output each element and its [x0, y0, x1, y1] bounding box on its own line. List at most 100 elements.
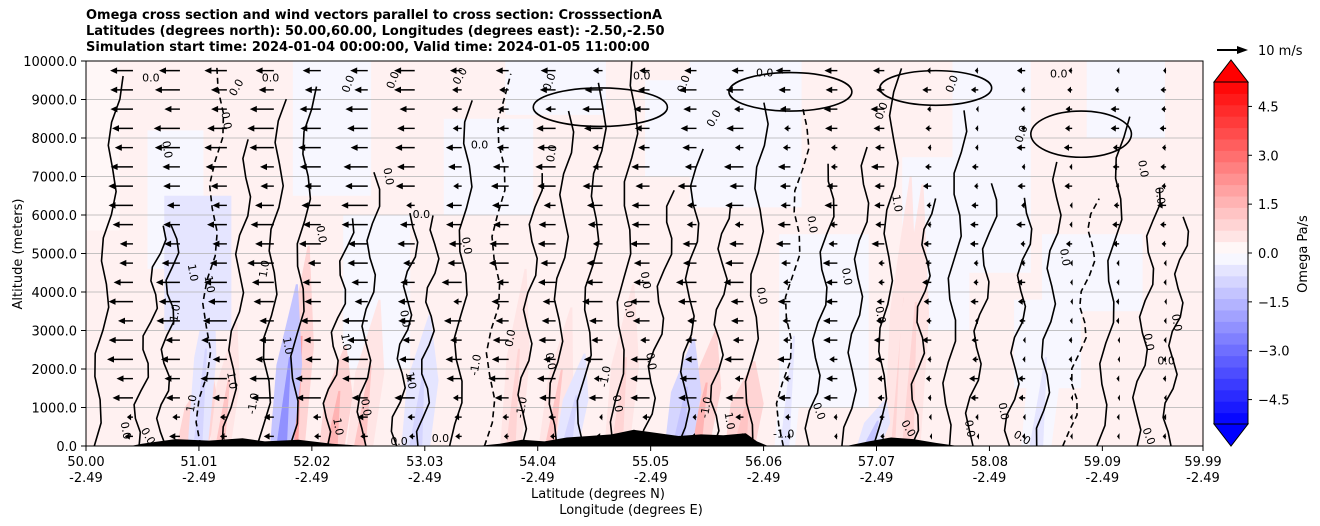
colorbar-segment: [1214, 184, 1248, 197]
wind-vector-head: [80, 433, 84, 439]
wind-vector-head: [539, 394, 547, 402]
x-tick-label-lat: 59.99: [1184, 455, 1221, 470]
contour-label: 0.0: [339, 74, 357, 95]
wind-vector-head: [1018, 298, 1023, 305]
upward-core: [506, 348, 520, 446]
wind-vector-head: [447, 259, 455, 267]
contour-line: [322, 218, 355, 446]
wind-vector-head: [826, 375, 833, 382]
x-tick-label-lon: -2.49: [408, 471, 442, 486]
wind-vector-head: [299, 163, 307, 171]
wind-vector-head: [975, 144, 979, 151]
wind-vector-head: [112, 394, 120, 402]
wind-vector-head: [202, 317, 210, 325]
wind-vector-head: [1161, 240, 1166, 248]
contour-label: 0.0: [1057, 248, 1073, 267]
wind-vector-head: [922, 182, 928, 190]
wind-vector-head: [1022, 413, 1026, 421]
contour-label: -1.0: [167, 303, 184, 326]
wind-vector-head: [341, 356, 349, 363]
wind-vector-head: [1069, 221, 1073, 228]
wind-vector-head: [683, 105, 691, 113]
wind-vector-head: [880, 433, 884, 440]
wind-vector-head: [495, 317, 503, 325]
wind-vector-head: [680, 125, 688, 132]
wind-vector-head: [263, 433, 270, 440]
wind-vector-head: [970, 221, 976, 228]
wind-vector-head: [539, 86, 547, 94]
contour-label: 0.0: [1135, 159, 1151, 178]
wind-vector-head: [249, 144, 257, 151]
colorbar-tick-label: 0.0: [1258, 247, 1279, 262]
wind-vector-head: [495, 67, 503, 74]
wind-vector-head: [973, 259, 978, 267]
contour-label: 0.0: [804, 215, 820, 234]
wind-vector-head: [1160, 221, 1165, 228]
wind-vector-head: [164, 375, 172, 382]
wind-vector-head: [584, 125, 591, 132]
wind-vector-head: [450, 336, 457, 344]
wind-vector-head: [878, 279, 883, 286]
contour-label: 0.0: [262, 71, 280, 84]
wind-vector-head: [258, 86, 266, 94]
wind-vector-head: [784, 375, 789, 382]
wind-vector-head: [395, 182, 403, 190]
contour-label: 0.0: [218, 111, 234, 130]
chart-title-line-1: Omega cross section and wind vectors par…: [86, 8, 663, 23]
contour-label: -1.0: [467, 353, 484, 376]
wind-vector-head: [406, 375, 412, 382]
wind-vector-head: [1162, 433, 1166, 440]
wind-vector-head: [304, 298, 312, 305]
colorbar-segment: [1214, 241, 1248, 254]
downward-band: [270, 284, 303, 446]
quiver-key: 10 m/s: [1217, 44, 1303, 59]
wind-vector-head: [64, 202, 71, 208]
wind-vector-head: [67, 318, 74, 324]
upward-band: [725, 361, 764, 446]
x-axis-label-lat: Latitude (degrees N): [531, 487, 665, 502]
quiver-key-label: 10 m/s: [1258, 44, 1303, 59]
colorbar-label: Omega Pa/s: [1296, 215, 1311, 293]
contour-line: [804, 163, 835, 446]
wind-vector-head: [878, 259, 883, 267]
wind-vector-head: [351, 279, 359, 286]
wind-vector-head: [114, 144, 122, 151]
y-axis-label: Altitude (meters): [11, 199, 26, 310]
downward-band: [401, 315, 439, 446]
wind-vector-head: [538, 336, 546, 344]
wind-vector-head: [172, 413, 178, 421]
x-axis-ticks: 50.00-2.4951.01-2.4952.02-2.4953.03-2.49…: [67, 446, 1222, 486]
wind-vector-head: [60, 87, 67, 93]
wind-vector-head: [397, 163, 405, 171]
wind-vector-head: [1069, 202, 1073, 209]
colorbar-tick-label: 3.0: [1258, 149, 1279, 164]
wind-vector-head: [725, 394, 733, 402]
wind-vector-head: [1163, 259, 1167, 267]
wind-vector-head: [1068, 356, 1072, 363]
wind-vector-head: [251, 394, 259, 402]
contour-label: 1.0: [338, 332, 354, 351]
wind-vector-head: [929, 433, 932, 440]
contour-line: [609, 61, 639, 446]
contour-label: 0.0: [1141, 332, 1157, 351]
wind-vector-head: [735, 413, 741, 421]
wind-vector-head: [824, 67, 832, 74]
contour-line-negative: [775, 105, 810, 446]
wind-vector-head: [68, 356, 75, 362]
wind-vector-head: [775, 240, 783, 248]
x-tick-label-lat: 50.00: [67, 455, 104, 470]
upward-band: [500, 268, 530, 446]
wind-vector-head: [1162, 375, 1166, 382]
upward-band: [209, 322, 240, 446]
wind-vector-head: [71, 125, 78, 131]
wind-vector-head: [725, 259, 732, 267]
wind-vector-head: [159, 67, 166, 74]
contour-label: 0.0: [810, 401, 828, 422]
wind-vector-head: [875, 356, 881, 363]
wind-vector-head: [631, 202, 639, 209]
wind-vector-head: [107, 356, 114, 363]
wind-vector-head: [1020, 240, 1025, 248]
wind-vector-head: [249, 105, 257, 113]
wind-vector-head: [1016, 144, 1022, 151]
wind-vector-head: [354, 86, 362, 94]
